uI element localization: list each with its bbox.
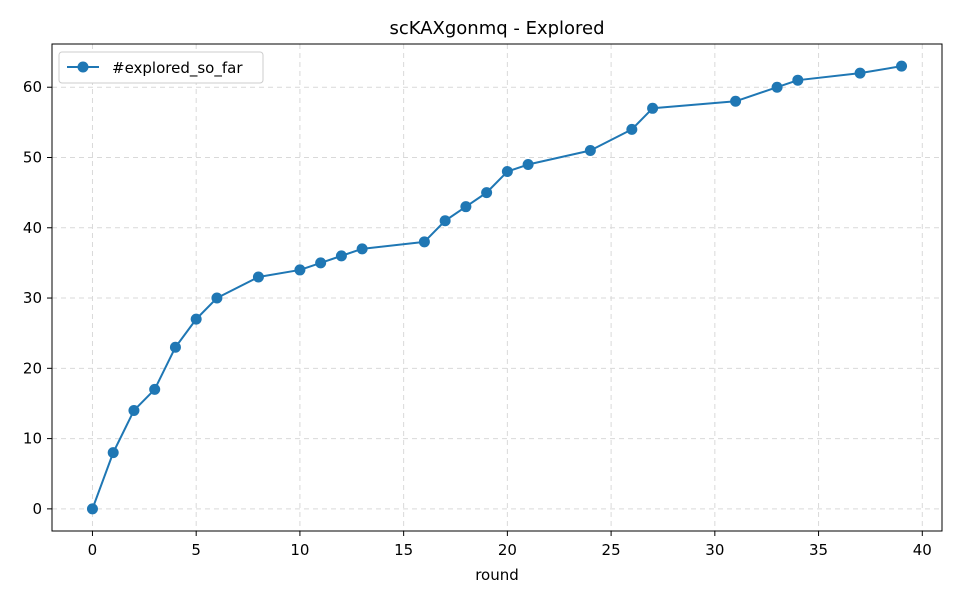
y-tick-label: 40 [23,219,42,237]
data-point [315,257,327,269]
y-tick-label: 50 [23,148,42,166]
data-point [128,404,140,416]
data-point [86,503,98,515]
data-point [418,236,430,248]
x-tick-label: 40 [913,541,932,559]
x-tick-label: 30 [705,541,724,559]
legend-box [58,51,264,84]
data-point [522,159,534,171]
data-point [356,243,368,255]
data-point [896,60,908,72]
data-point [584,144,596,156]
data-point [501,166,513,178]
data-point [460,201,472,213]
grid [52,44,942,531]
series-line [91,65,902,510]
data-point [792,74,804,86]
data-point [294,264,306,276]
data-point [626,123,638,135]
legend-marker [77,61,89,73]
y-tick-label: 0 [32,500,42,518]
legend: #explored_so_far [58,51,264,84]
y-tick-label: 60 [23,78,42,96]
x-tick-label: 25 [602,541,621,559]
axis-ticks: 0 5 10 15 20 25 30 35 40 0 10 20 30 40 50 60 [23,78,932,559]
data-point [211,292,223,304]
data-point [647,102,659,114]
chart-title: scKAXgonmq - Explored [389,18,604,39]
data-point [107,447,119,459]
x-tick-label: 5 [191,541,201,559]
y-tick-label: 20 [23,359,42,377]
y-tick-label: 30 [23,289,42,307]
data-point [169,341,181,353]
data-point [854,67,866,79]
data-point [730,95,742,107]
data-point [439,215,451,227]
data-point [149,383,161,395]
y-tick-label: 10 [23,430,42,448]
x-tick-label: 20 [498,541,517,559]
data-point [190,313,202,325]
x-tick-label: 10 [290,541,309,559]
x-tick-label: 15 [394,541,413,559]
data-point [771,81,783,93]
x-tick-label: 35 [809,541,828,559]
plot-frame [51,43,943,532]
x-tick-label: 0 [88,541,98,559]
data-point [481,187,493,199]
data-point [252,271,264,283]
legend-label: #explored_so_far [112,59,243,78]
data-point [335,250,347,262]
series-layer [86,60,908,515]
x-axis-label: round [475,566,519,584]
